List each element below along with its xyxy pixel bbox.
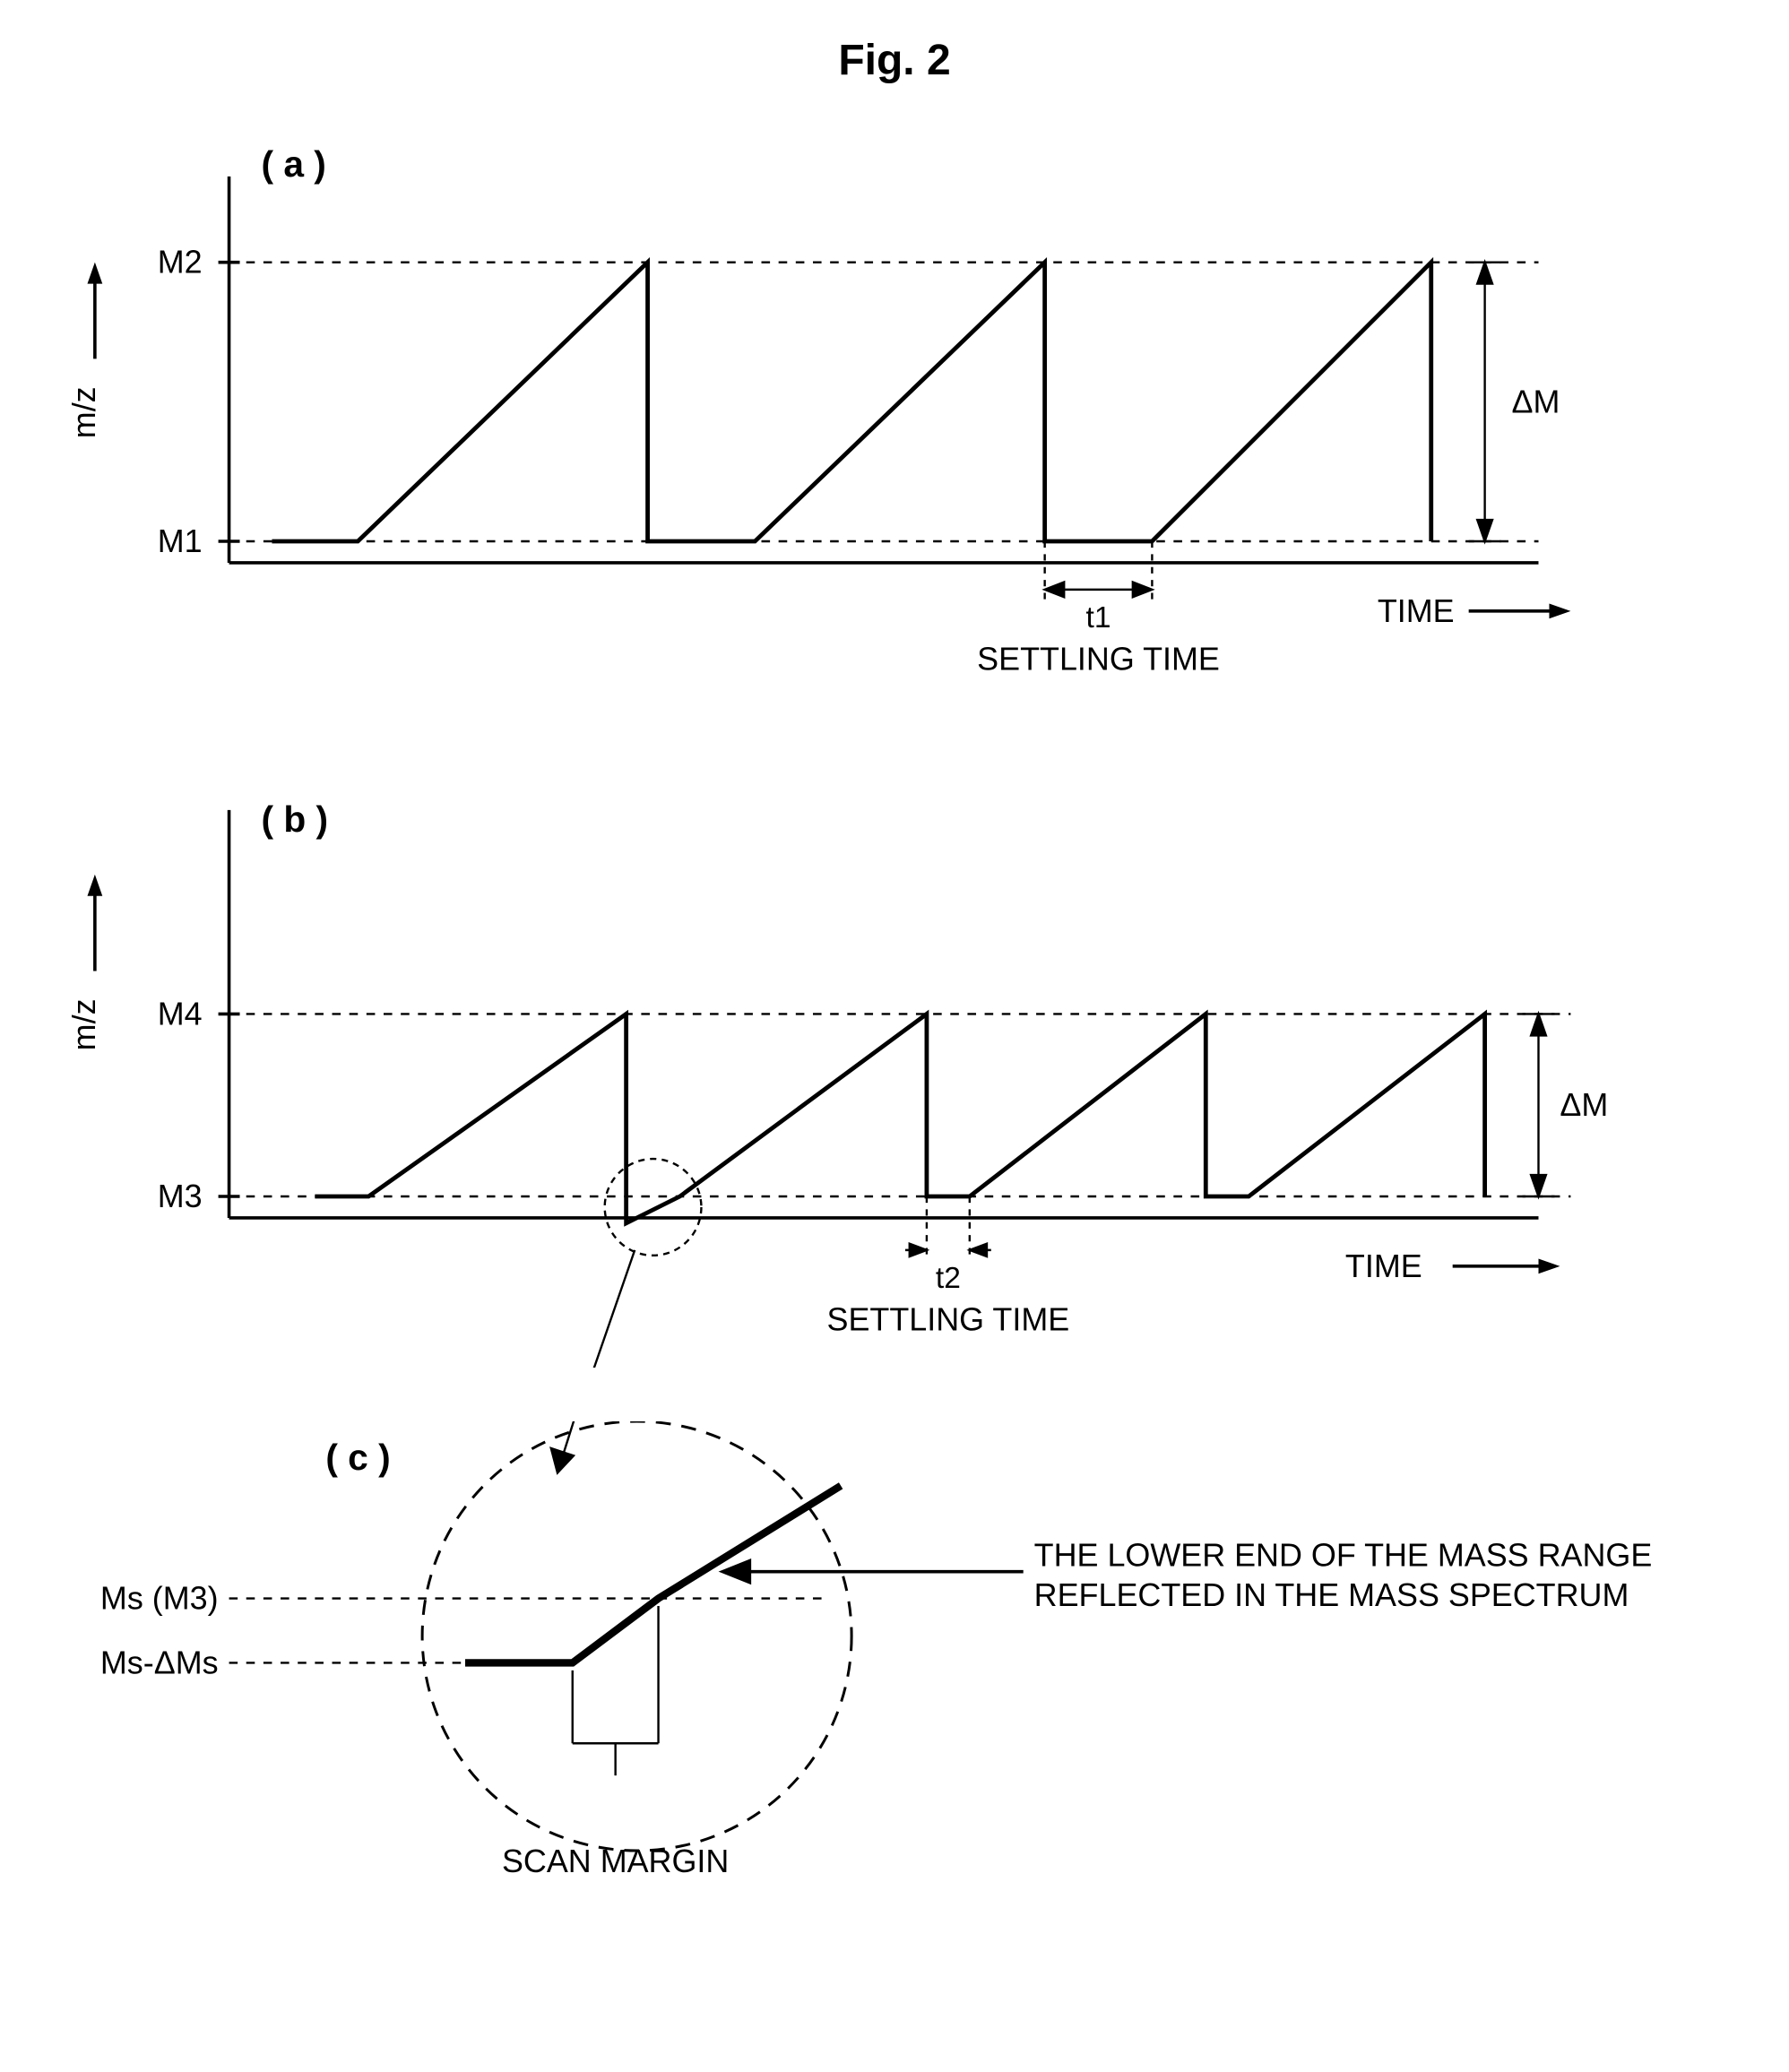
ms-label: Ms (M3) — [100, 1580, 219, 1617]
note-line2: REFLECTED IN THE MASS SPECTRUM — [1034, 1576, 1629, 1613]
ytick-top-b: M4 — [158, 995, 203, 1032]
t1-bracket — [1045, 583, 1153, 598]
xaxis-label-b: TIME — [1345, 1247, 1560, 1283]
leader-to-c — [594, 1249, 635, 1368]
delta-m-a — [1469, 263, 1501, 541]
delta-m-label-b: ΔM — [1560, 1086, 1608, 1123]
leader-into-c — [551, 1421, 594, 1472]
panel-a-label: ( a ) — [261, 143, 325, 185]
settling-b: SETTLING TIME — [827, 1300, 1070, 1337]
delta-m-label-a: ΔM — [1512, 383, 1560, 419]
panel-c: ( c ) Ms (M3) Ms-ΔMs SCAN MARGIN THE LOW… — [36, 1421, 1753, 1915]
panel-a-svg: ( a ) M2 M1 m/z t1 SETTLING TIME TIME — [36, 112, 1753, 713]
t1-label: t1 — [1086, 601, 1111, 635]
xaxis-label-a: TIME — [1378, 592, 1571, 629]
scan-margin-label: SCAN MARGIN — [502, 1843, 729, 1879]
note-line1: THE LOWER END OF THE MASS RANGE — [1034, 1537, 1653, 1574]
settling-a: SETTLING TIME — [977, 641, 1220, 678]
detail-waveform — [465, 1486, 841, 1663]
panel-a: ( a ) M2 M1 m/z t1 SETTLING TIME TIME — [36, 112, 1753, 713]
panel-b-svg: ( b ) M4 M3 m/z t2 SETTLING TIME TIME — [36, 767, 1753, 1368]
svg-text:m/z: m/z — [65, 386, 102, 438]
waveform-a — [272, 263, 1430, 541]
panel-c-label: ( c ) — [325, 1437, 390, 1478]
svg-text:TIME: TIME — [1378, 592, 1455, 629]
axes-a — [229, 177, 1539, 563]
svg-text:TIME: TIME — [1345, 1247, 1422, 1283]
yaxis-label-a: m/z — [65, 263, 102, 439]
ytick-bottom-a: M1 — [158, 522, 203, 559]
panel-b: ( b ) M4 M3 m/z t2 SETTLING TIME TIME — [36, 767, 1753, 1368]
t2-bracket — [905, 1243, 991, 1256]
yaxis-label-b: m/z — [65, 874, 102, 1050]
figure-title: Fig. 2 — [36, 36, 1753, 85]
t2-label: t2 — [936, 1261, 961, 1294]
msdelta-label: Ms-ΔMs — [100, 1645, 219, 1681]
detail-circle-small — [605, 1159, 702, 1256]
note-arrow — [722, 1561, 1023, 1583]
svg-text:m/z: m/z — [65, 998, 102, 1050]
panel-c-svg: ( c ) Ms (M3) Ms-ΔMs SCAN MARGIN THE LOW… — [36, 1421, 1753, 1915]
ytick-bottom-b: M3 — [158, 1178, 203, 1214]
panel-b-label: ( b ) — [261, 798, 328, 839]
waveform-b — [315, 1014, 1484, 1223]
delta-m-b — [1523, 1014, 1555, 1196]
detail-circle-large — [422, 1421, 851, 1851]
ytick-top-a: M2 — [158, 244, 203, 281]
